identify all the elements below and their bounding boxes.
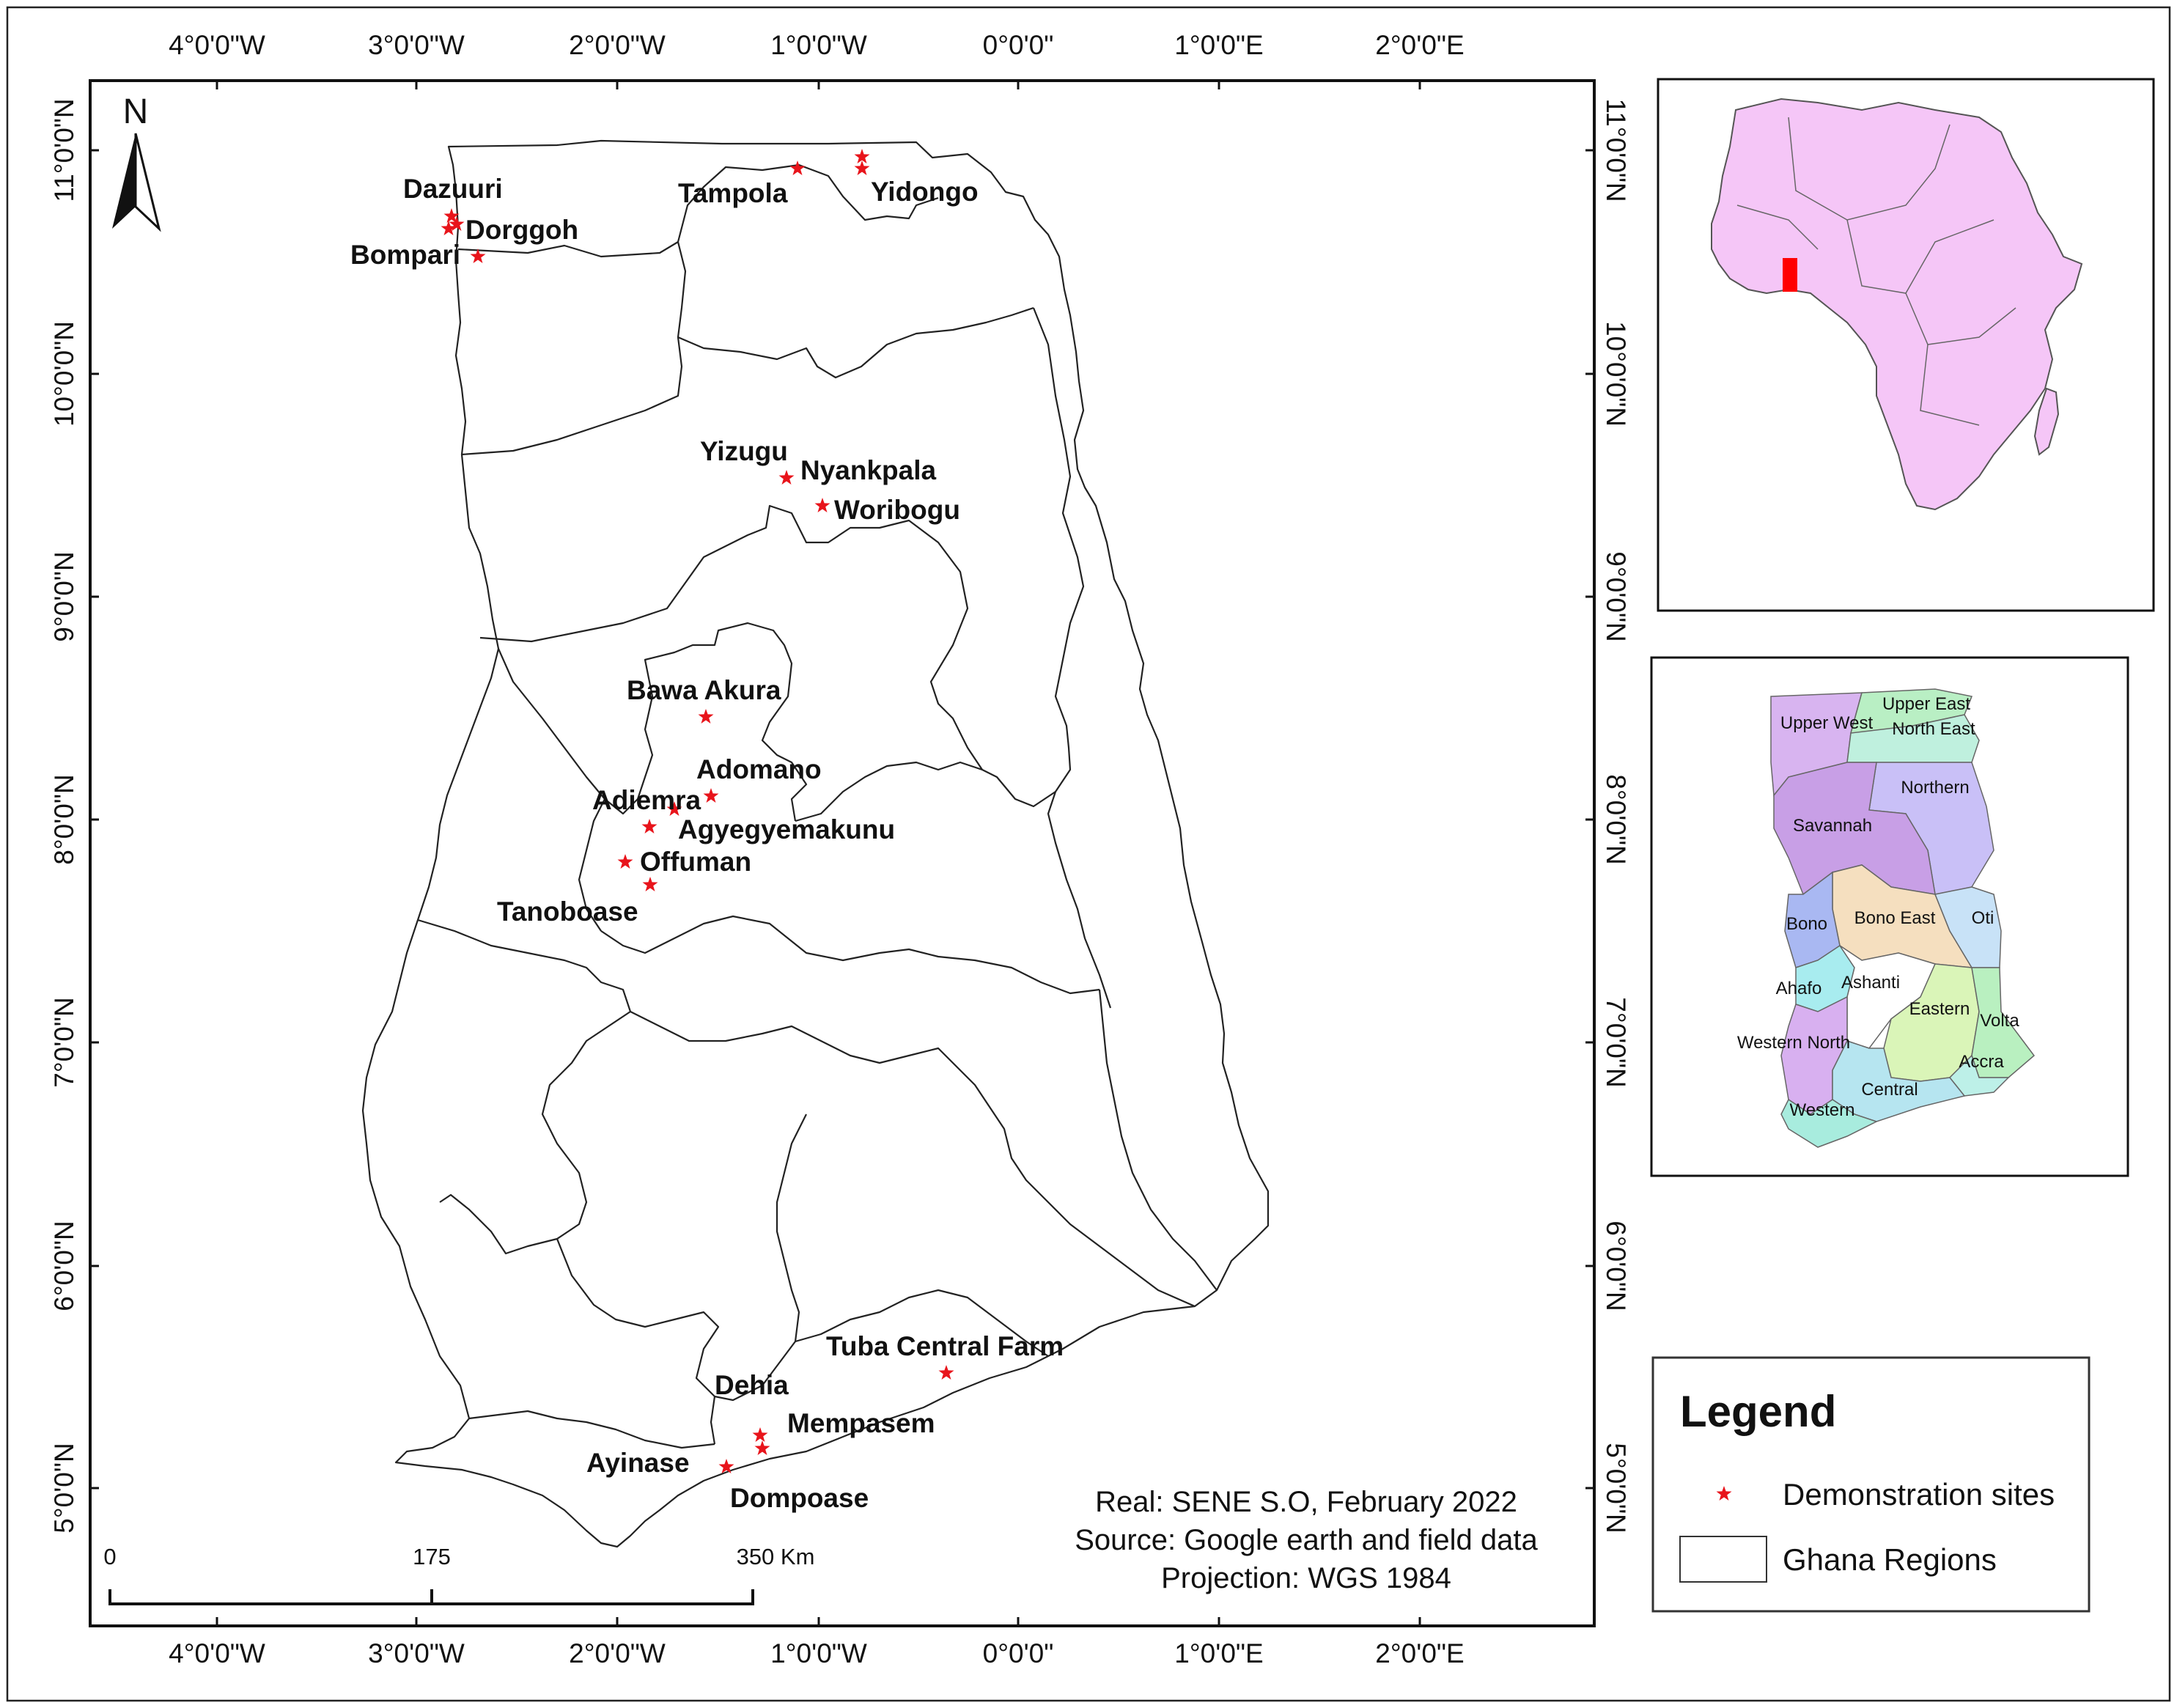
site-labels: Dazuuri Dorggoh Bompari Tampola Yidongo …	[350, 174, 1064, 1513]
site-label: Offuman	[640, 847, 751, 877]
right-axis-label: 11°0'0"N	[1601, 98, 1631, 202]
scale-bar: 0 175 350 Km	[103, 1544, 814, 1605]
credit-source: Source: Google earth and field data	[1075, 1524, 1538, 1556]
region-label: Northern	[1901, 778, 1969, 798]
regions-inset: Upper East Upper West North East Norther…	[1650, 656, 2129, 1177]
region-label: Volta	[1980, 1011, 2019, 1031]
graticule-ticks	[90, 81, 1594, 1626]
right-axis-label: 10°0'0"N	[1601, 321, 1631, 427]
ghana-highlight	[1783, 258, 1797, 292]
right-axis-label: 7°0'0"N	[1601, 997, 1631, 1087]
left-axis: 11°0'0"N 10°0'0"N 9°0'0"N 8°0'0"N 7°0'0"…	[49, 98, 79, 1533]
main-map-frame	[89, 79, 1596, 1627]
region-label: Bono	[1786, 914, 1827, 934]
top-axis-label: 0°0'0"	[983, 30, 1054, 60]
north-arrow: N	[112, 92, 161, 232]
bottom-axis-label: 0°0'0"	[983, 1638, 1054, 1668]
legend-item-label: Ghana Regions	[1783, 1542, 1997, 1577]
right-axis-label: 8°0'0"N	[1601, 774, 1631, 864]
main-map: 4°0'0"W 3°0'0"W 2°0'0"W 1°0'0"W 0°0'0" 1…	[49, 30, 1631, 1668]
top-axis-label: 4°0'0"W	[169, 30, 265, 60]
region-label: Savannah	[1793, 816, 1872, 836]
legend-item-label: Demonstration sites	[1783, 1477, 2055, 1512]
map-credits: Real: SENE S.O, February 2022 Source: Go…	[1075, 1486, 1538, 1594]
region-label: Bono East	[1854, 908, 1936, 928]
bottom-axis-label: 3°0'0"W	[368, 1638, 465, 1668]
site-label: Adiemra	[592, 785, 701, 815]
left-axis-label: 5°0'0"N	[49, 1443, 79, 1533]
site-label: Tuba Central Farm	[826, 1331, 1064, 1361]
top-axis-label: 1°0'0"W	[770, 30, 867, 60]
ghana-outline	[361, 139, 1270, 1548]
region-label: Western	[1790, 1100, 1855, 1120]
north-arrow-label: N	[123, 92, 149, 131]
scale-label: 0	[103, 1544, 116, 1569]
region-label: North East	[1892, 719, 1975, 739]
region-label: Central	[1861, 1080, 1918, 1100]
left-axis-label: 7°0'0"N	[49, 997, 79, 1087]
right-axis-label: 9°0'0"N	[1601, 551, 1631, 641]
scale-label: 350 Km	[737, 1544, 815, 1569]
site-label: Dehia	[715, 1370, 789, 1400]
region-label: Western North	[1737, 1033, 1850, 1053]
left-axis-label: 8°0'0"N	[49, 774, 79, 864]
site-label: Dompoase	[730, 1483, 869, 1513]
bottom-axis-label: 2°0'0"W	[569, 1638, 666, 1668]
site-label: Agyegyemakunu	[678, 814, 895, 844]
right-axis-label: 5°0'0"N	[1601, 1443, 1631, 1533]
top-axis-label: 2°0'0"E	[1375, 30, 1464, 60]
left-axis-label: 6°0'0"N	[49, 1221, 79, 1311]
site-label: Ayinase	[586, 1448, 690, 1478]
site-label: Bompari	[350, 240, 460, 270]
site-label: Tanoboase	[497, 897, 638, 927]
region-label: Upper East	[1882, 694, 1970, 714]
region-label: Eastern	[1909, 999, 1970, 1019]
bottom-axis-label: 1°0'0"W	[770, 1638, 867, 1668]
top-axis-label: 2°0'0"W	[569, 30, 666, 60]
site-label: Adomano	[696, 754, 822, 784]
white-polygon-icon	[1679, 1536, 1767, 1583]
bottom-axis: 4°0'0"W 3°0'0"W 2°0'0"W 1°0'0"W 0°0'0" 1…	[169, 1638, 1465, 1668]
africa-borders	[1736, 117, 2016, 426]
region-label: Upper West	[1780, 713, 1874, 733]
legend-title: Legend	[1680, 1387, 1836, 1436]
credit-author: Real: SENE S.O, February 2022	[1095, 1486, 1517, 1518]
bottom-axis-label: 4°0'0"W	[169, 1638, 265, 1668]
right-axis-label: 6°0'0"N	[1601, 1221, 1631, 1311]
legend: Legend Demonstration sites Ghana Regions	[1651, 1356, 2091, 1613]
region-label: Ashanti	[1841, 973, 1900, 993]
site-label: Dazuuri	[403, 174, 503, 204]
region-label: Accra	[1959, 1052, 2004, 1072]
region-western	[1780, 1098, 1878, 1148]
left-axis-label: 10°0'0"N	[49, 321, 79, 427]
site-label: Nyankpala	[800, 455, 937, 485]
site-label: Dorggoh	[465, 215, 578, 245]
north-arrow-icon	[112, 133, 136, 229]
site-label: Yizugu	[700, 436, 788, 466]
site-label: Woribogu	[834, 495, 960, 525]
top-axis: 4°0'0"W 3°0'0"W 2°0'0"W 1°0'0"W 0°0'0" 1…	[169, 30, 1465, 60]
site-label: Bawa Akura	[627, 675, 781, 705]
site-label: Mempasem	[787, 1408, 935, 1438]
credit-projection: Projection: WGS 1984	[1161, 1562, 1451, 1594]
site-label: Tampola	[678, 178, 788, 208]
top-axis-label: 3°0'0"W	[368, 30, 465, 60]
region-volta	[1971, 967, 2036, 1078]
region-labels: Upper East Upper West North East Norther…	[1737, 694, 2019, 1120]
madagascar	[2033, 387, 2060, 456]
region-label: Ahafo	[1776, 979, 1822, 998]
scale-label: 175	[413, 1544, 451, 1569]
left-axis-label: 11°0'0"N	[49, 98, 79, 202]
africa-continent	[1711, 97, 2083, 511]
bottom-axis-label: 2°0'0"E	[1375, 1638, 1464, 1668]
region-boundaries	[417, 163, 1218, 1449]
site-label: Yidongo	[871, 177, 979, 207]
right-axis: 11°0'0"N 10°0'0"N 9°0'0"N 8°0'0"N 7°0'0"…	[1601, 98, 1631, 1533]
top-axis-label: 1°0'0"E	[1174, 30, 1263, 60]
left-axis-label: 9°0'0"N	[49, 551, 79, 641]
region-label: Oti	[1972, 908, 1994, 928]
outer-frame	[6, 6, 2171, 1702]
bottom-axis-label: 1°0'0"E	[1174, 1638, 1263, 1668]
africa-inset	[1657, 78, 2155, 612]
